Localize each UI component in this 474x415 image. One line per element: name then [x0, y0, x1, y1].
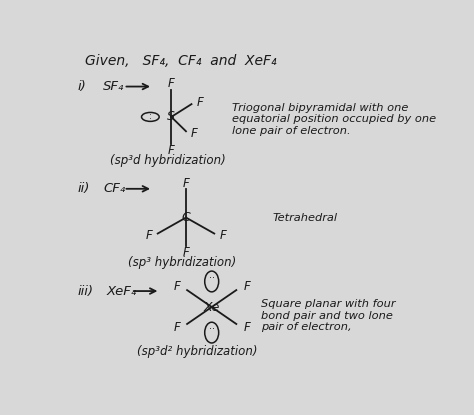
Text: CF₄: CF₄	[103, 182, 126, 195]
Text: :: :	[149, 112, 152, 122]
Text: ··: ··	[209, 325, 215, 334]
Text: (sp³d² hybridization): (sp³d² hybridization)	[137, 345, 257, 358]
Text: Triogonal bipyramidal with one
equatorial position occupied by one
lone pair of : Triogonal bipyramidal with one equatoria…	[232, 103, 436, 136]
Text: F: F	[243, 321, 250, 334]
Text: F: F	[146, 229, 153, 242]
Text: Square planar with four
bond pair and two lone
pair of electron,: Square planar with four bond pair and tw…	[261, 299, 396, 332]
Text: F: F	[182, 246, 189, 259]
Text: F: F	[174, 321, 181, 334]
Text: S: S	[167, 110, 175, 123]
Text: SF₄: SF₄	[103, 80, 125, 93]
Text: F: F	[168, 144, 174, 157]
Text: Tetrahedral: Tetrahedral	[272, 213, 337, 223]
Text: (sp³d hybridization): (sp³d hybridization)	[110, 154, 226, 166]
Text: F: F	[182, 177, 189, 190]
Text: ii): ii)	[78, 182, 90, 195]
Text: iii): iii)	[78, 285, 94, 298]
Text: XeF₄: XeF₄	[107, 285, 137, 298]
Text: ··: ··	[209, 273, 215, 283]
Text: Xe: Xe	[203, 300, 220, 314]
Text: C: C	[182, 211, 191, 224]
Text: (sp³ hybridization): (sp³ hybridization)	[128, 256, 237, 269]
Text: F: F	[168, 77, 174, 90]
Text: F: F	[196, 96, 203, 109]
Text: F: F	[219, 229, 226, 242]
Text: F: F	[174, 281, 181, 293]
Text: F: F	[243, 281, 250, 293]
Text: F: F	[191, 127, 198, 140]
Text: i): i)	[78, 80, 86, 93]
Text: Given,   SF₄,  CF₄  and  XeF₄: Given, SF₄, CF₄ and XeF₄	[85, 54, 277, 68]
